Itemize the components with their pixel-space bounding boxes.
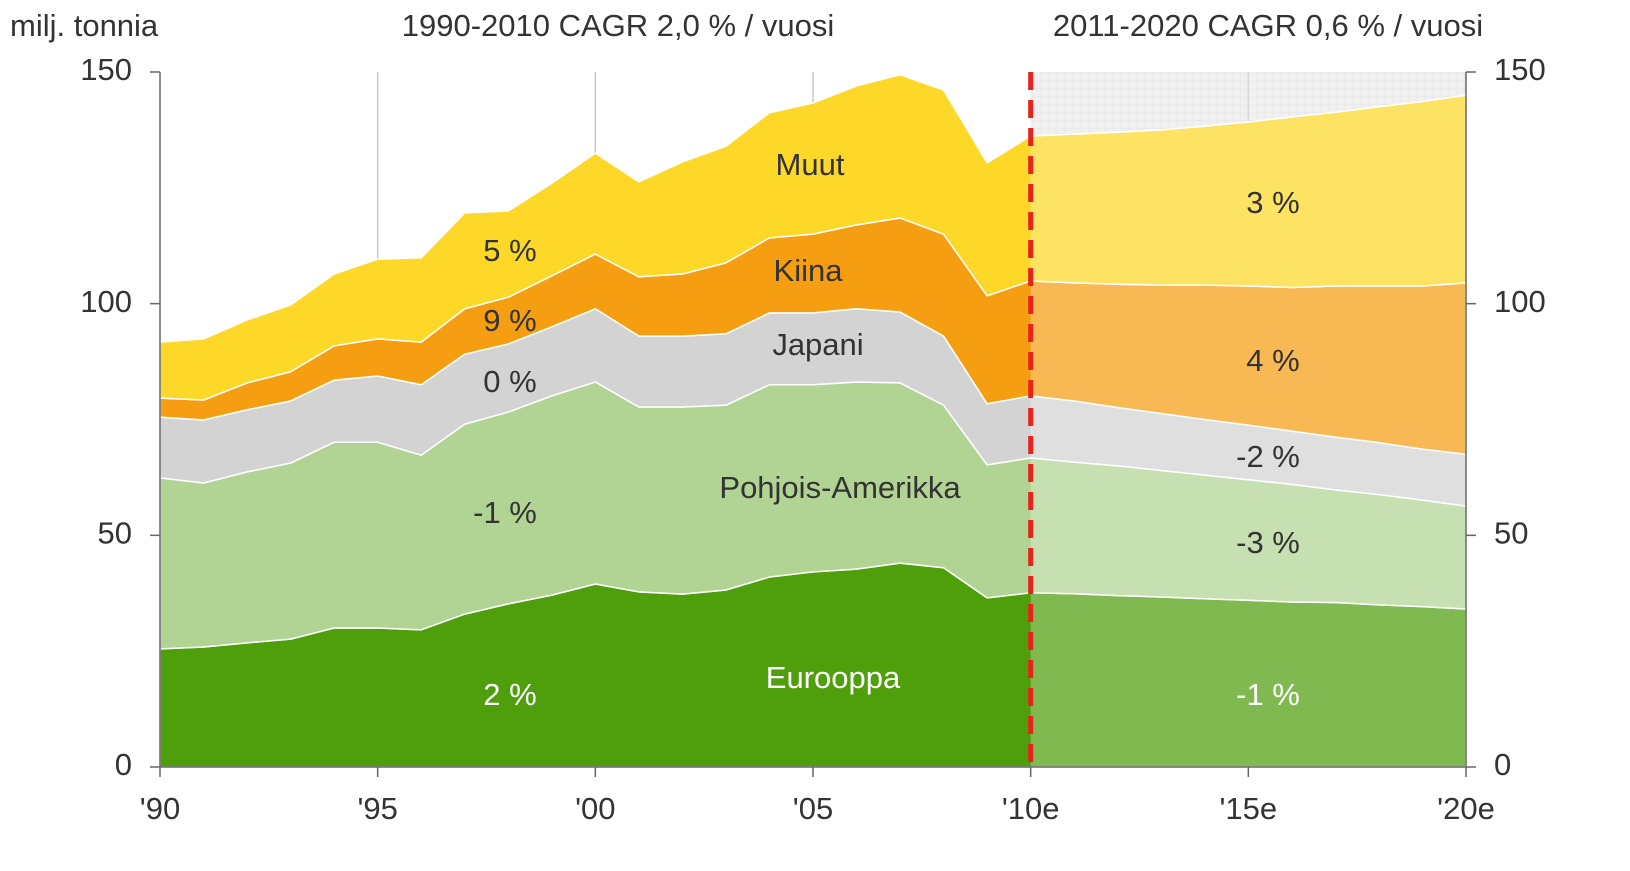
annotation: 3 % — [1246, 185, 1299, 220]
x-tick-label: '95 — [357, 791, 397, 826]
series-label: Eurooppa — [766, 660, 901, 695]
x-tick-label: '00 — [575, 791, 615, 826]
annotation: -1 % — [1236, 677, 1300, 712]
y-tick-label: 50 — [1494, 516, 1528, 551]
y-axis-label: milj. tonnia — [10, 8, 159, 43]
x-tick-label: '15e — [1220, 791, 1278, 826]
x-tick-label: '90 — [140, 791, 180, 826]
series-label: Kiina — [774, 253, 844, 288]
y-tick-label: 0 — [1494, 747, 1511, 782]
series-label: Muut — [776, 147, 845, 182]
annotation: 9 % — [483, 303, 536, 338]
series-label: Japani — [772, 327, 863, 362]
annotation: -1 % — [473, 495, 537, 530]
annotation: -2 % — [1236, 439, 1300, 474]
annotation: 2 % — [483, 677, 536, 712]
annotation: -3 % — [1236, 525, 1300, 560]
y-tick-label: 100 — [1494, 284, 1546, 319]
x-tick-label: '05 — [793, 791, 833, 826]
subtitle: 1990-2010 CAGR 2,0 % / vuosi — [402, 8, 835, 43]
y-tick-label: 150 — [1494, 52, 1546, 87]
y-tick-label: 150 — [80, 52, 132, 87]
annotation: 4 % — [1246, 343, 1299, 378]
subtitle: 2011-2020 CAGR 0,6 % / vuosi — [1053, 8, 1483, 43]
y-tick-label: 0 — [115, 747, 132, 782]
forecast-overlay — [1030, 72, 1466, 767]
x-tick-label: '20e — [1437, 791, 1495, 826]
annotation: 0 % — [483, 364, 536, 399]
series-label: Pohjois-Amerikka — [719, 470, 961, 505]
y-tick-label: 50 — [98, 516, 132, 551]
annotation: 5 % — [483, 233, 536, 268]
y-tick-label: 100 — [80, 284, 132, 319]
x-tick-label: '10e — [1002, 791, 1060, 826]
